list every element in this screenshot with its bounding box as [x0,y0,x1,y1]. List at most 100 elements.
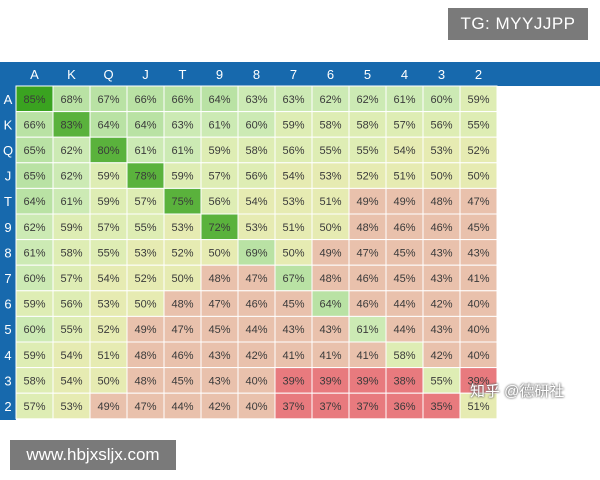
cell-value: 60% [23,273,45,285]
cell-value: 50% [134,299,156,311]
cell-value: 83% [60,119,82,131]
cell-value: 40% [245,375,267,387]
cell-value: 46% [430,222,452,234]
cell-value: 47% [171,324,193,336]
heatmap-cell [348,162,387,189]
cell-value: 42% [245,350,267,362]
cell-value: 38% [393,375,415,387]
cell-value: 49% [393,196,415,208]
cell-value: 51% [97,350,119,362]
watermark-bottom: www.hbjxsljx.com [10,440,176,470]
column-label: 4 [401,67,408,82]
heatmap-cell [52,341,91,369]
cell-value: 55% [430,375,452,387]
heatmap-cell [348,111,387,138]
cell-value: 48% [134,375,156,387]
cell-value: 63% [245,94,267,106]
heatmap-cell [200,315,239,343]
cell-value: 50% [97,375,119,387]
cell-value: 66% [171,94,193,106]
heatmap-cell [348,315,387,343]
heatmap-cell [422,264,461,292]
heatmap-cell [459,264,498,292]
cell-value: 47% [356,247,378,259]
cell-value: 64% [134,119,156,131]
cell-value: 56% [282,145,304,157]
heatmap-cell [385,136,424,164]
heatmap-cell [89,315,128,343]
cell-value: 41% [356,350,378,362]
column-label: J [142,67,149,82]
cell-value: 64% [23,196,45,208]
overlay-watermark: 知乎 @德研社 [470,383,565,400]
cell-value: 41% [282,350,304,362]
cell-value: 40% [467,350,489,362]
cell-value: 67% [282,273,304,285]
cell-value: 57% [60,273,82,285]
cell-value: 43% [208,375,230,387]
heatmap-cell [163,315,202,343]
heatmap-cell [348,213,387,241]
heatmap-cell [200,367,239,394]
heatmap-cell [385,162,424,189]
heatmap-cell [200,290,239,317]
cell-value: 54% [282,171,304,183]
heatmap-cell [126,367,165,394]
cell-value: 50% [208,247,230,259]
cell-value: 43% [208,350,230,362]
cell-value: 65% [23,145,45,157]
heatmap-cell [126,213,165,241]
heatmap-cell [89,111,128,138]
cell-value: 62% [23,222,45,234]
cell-value: 48% [171,299,193,311]
cell-value: 58% [245,145,267,157]
cell-value: 61% [356,324,378,336]
heatmap-cell [459,341,498,369]
column-label: 9 [216,67,223,82]
heatmap-cell [89,187,128,215]
heatmap-cell [52,187,91,215]
cell-value: 50% [430,171,452,183]
cell-value: 39% [319,375,341,387]
cell-value: 56% [430,119,452,131]
cell-value: 45% [208,324,230,336]
heatmap-cell [422,290,461,317]
cell-value: 50% [171,273,193,285]
heatmap-cell [200,264,239,292]
heatmap-cell [459,239,498,266]
cell-value: 66% [134,94,156,106]
cell-value: 47% [208,299,230,311]
heatmap-cell [385,264,424,292]
cell-value: 41% [467,273,489,285]
cell-value: 43% [282,324,304,336]
cell-value: 37% [319,401,341,413]
cell-value: 45% [393,247,415,259]
row-label: 3 [4,373,11,388]
cell-value: 49% [97,401,119,413]
cell-value: 43% [467,247,489,259]
cell-value: 47% [467,196,489,208]
heatmap-cell [15,111,54,138]
cell-value: 35% [430,401,452,413]
cell-value: 50% [282,247,304,259]
heatmap-cell [15,392,54,420]
heatmap-cell [200,162,239,189]
heatmap-cell [237,187,276,215]
cell-value: 85% [23,94,45,106]
cell-value: 48% [430,196,452,208]
heatmap-cell [274,290,313,317]
column-label: 5 [364,67,371,82]
heatmap-cell [311,111,350,138]
cell-value: 59% [23,350,45,362]
heatmap-cell [237,264,276,292]
cell-value: 46% [245,299,267,311]
heatmap-cell [459,392,498,420]
cell-value: 59% [467,94,489,106]
heatmap-cell [89,213,128,241]
heatmap-cell [126,239,165,266]
cell-value: 47% [245,273,267,285]
cell-value: 51% [282,222,304,234]
cell-value: 46% [171,350,193,362]
cell-value: 40% [467,324,489,336]
cell-value: 45% [282,299,304,311]
